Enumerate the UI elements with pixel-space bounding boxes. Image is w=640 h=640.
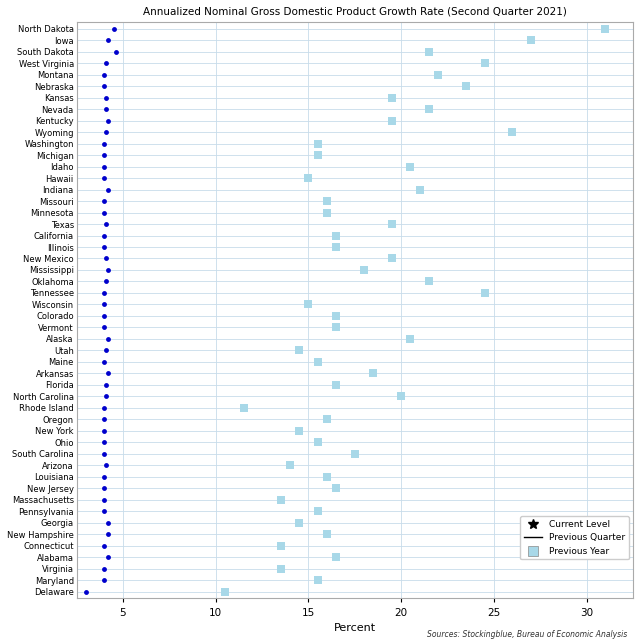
Title: Annualized Nominal Gross Domestic Product Growth Rate (Second Quarter 2021): Annualized Nominal Gross Domestic Produc… xyxy=(143,7,567,17)
Text: Sources: Stockingblue, Bureau of Economic Analysis: Sources: Stockingblue, Bureau of Economi… xyxy=(427,630,627,639)
Legend: Current Level, Previous Quarter, Previous Year: Current Level, Previous Quarter, Previou… xyxy=(520,516,628,559)
X-axis label: Percent: Percent xyxy=(334,623,376,633)
